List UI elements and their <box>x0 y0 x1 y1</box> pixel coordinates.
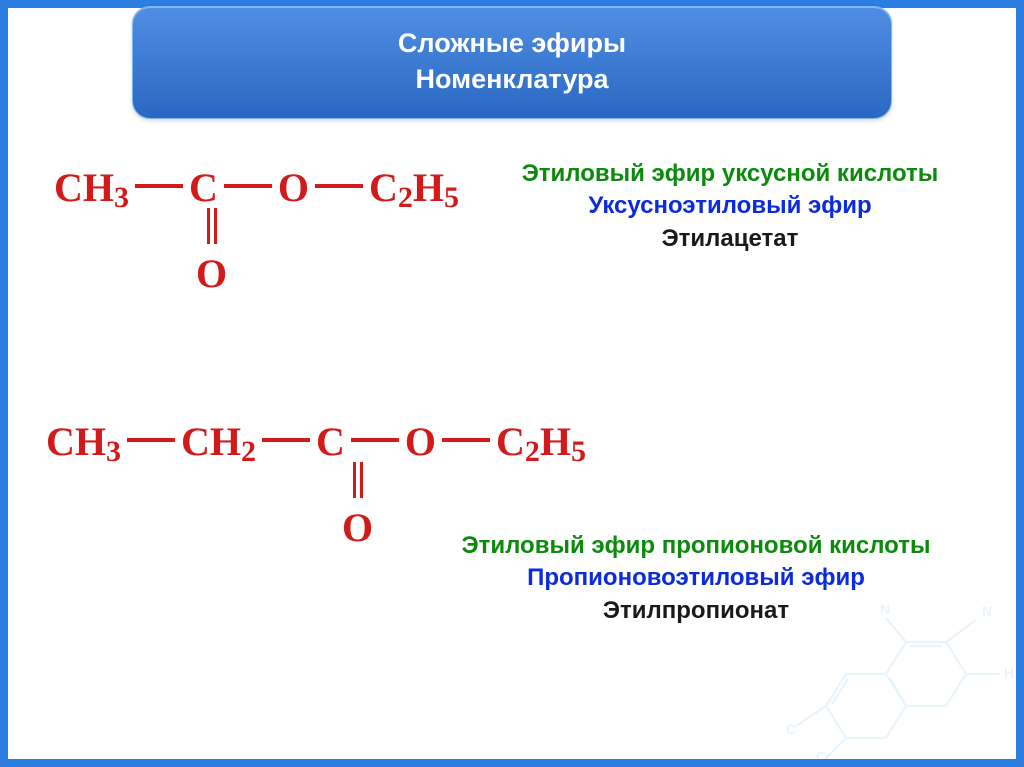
compound-name: Этилацетат <box>510 223 950 255</box>
svg-text:C: C <box>786 721 796 737</box>
formula-ethyl-acetate: CH3COC2H5 <box>54 160 459 211</box>
formula-ethyl-acetate-oxygen: O <box>196 204 227 297</box>
atom: C2H5 <box>369 164 459 211</box>
bond-icon <box>351 438 399 442</box>
bond-icon <box>224 184 272 188</box>
bond-icon <box>135 184 183 188</box>
svg-text:H: H <box>1004 665 1014 681</box>
atom: CH3 <box>46 418 121 465</box>
atom: O <box>405 418 436 465</box>
compound-name: Уксусноэтиловый эфир <box>510 190 950 222</box>
compound-name: Этилпропионат <box>436 595 956 627</box>
bond-icon <box>262 438 310 442</box>
compound-name: Пропионовоэтиловый эфир <box>436 562 956 594</box>
atom-o: O <box>196 250 227 297</box>
double-bond-icon <box>353 462 363 498</box>
compound-name: Этиловый эфир уксусной кислоты <box>510 158 950 190</box>
double-bond-icon <box>207 208 217 244</box>
compound-name: Этиловый эфир пропионовой кислоты <box>436 530 956 562</box>
atom: CH2 <box>181 418 256 465</box>
slide-content: CH3COC2H5 O Этиловый эфир уксусной кисло… <box>0 130 1024 767</box>
atom: C2H5 <box>496 418 586 465</box>
title-line-2: Номенклатура <box>153 61 871 97</box>
bond-icon <box>127 438 175 442</box>
labels-ethyl-propionate: Этиловый эфир пропионовой кислотыПропион… <box>436 530 956 627</box>
atom-o: O <box>342 504 373 551</box>
svg-text:C: C <box>816 748 826 761</box>
bond-icon <box>442 438 490 442</box>
labels-ethyl-acetate: Этиловый эфир уксусной кислотыУксусноэти… <box>510 158 950 255</box>
atom: CH3 <box>54 164 129 211</box>
formula-ethyl-propionate: CH3 CH2 C O C2H5 <box>46 414 586 465</box>
atom: O <box>278 164 309 211</box>
formula-ethyl-propionate-oxygen: O <box>342 458 373 551</box>
title-pill: Сложные эфиры Номенклатура <box>132 6 892 119</box>
title-line-1: Сложные эфиры <box>153 25 871 61</box>
svg-text:N: N <box>982 603 992 619</box>
atom: C <box>316 418 345 465</box>
bond-icon <box>315 184 363 188</box>
